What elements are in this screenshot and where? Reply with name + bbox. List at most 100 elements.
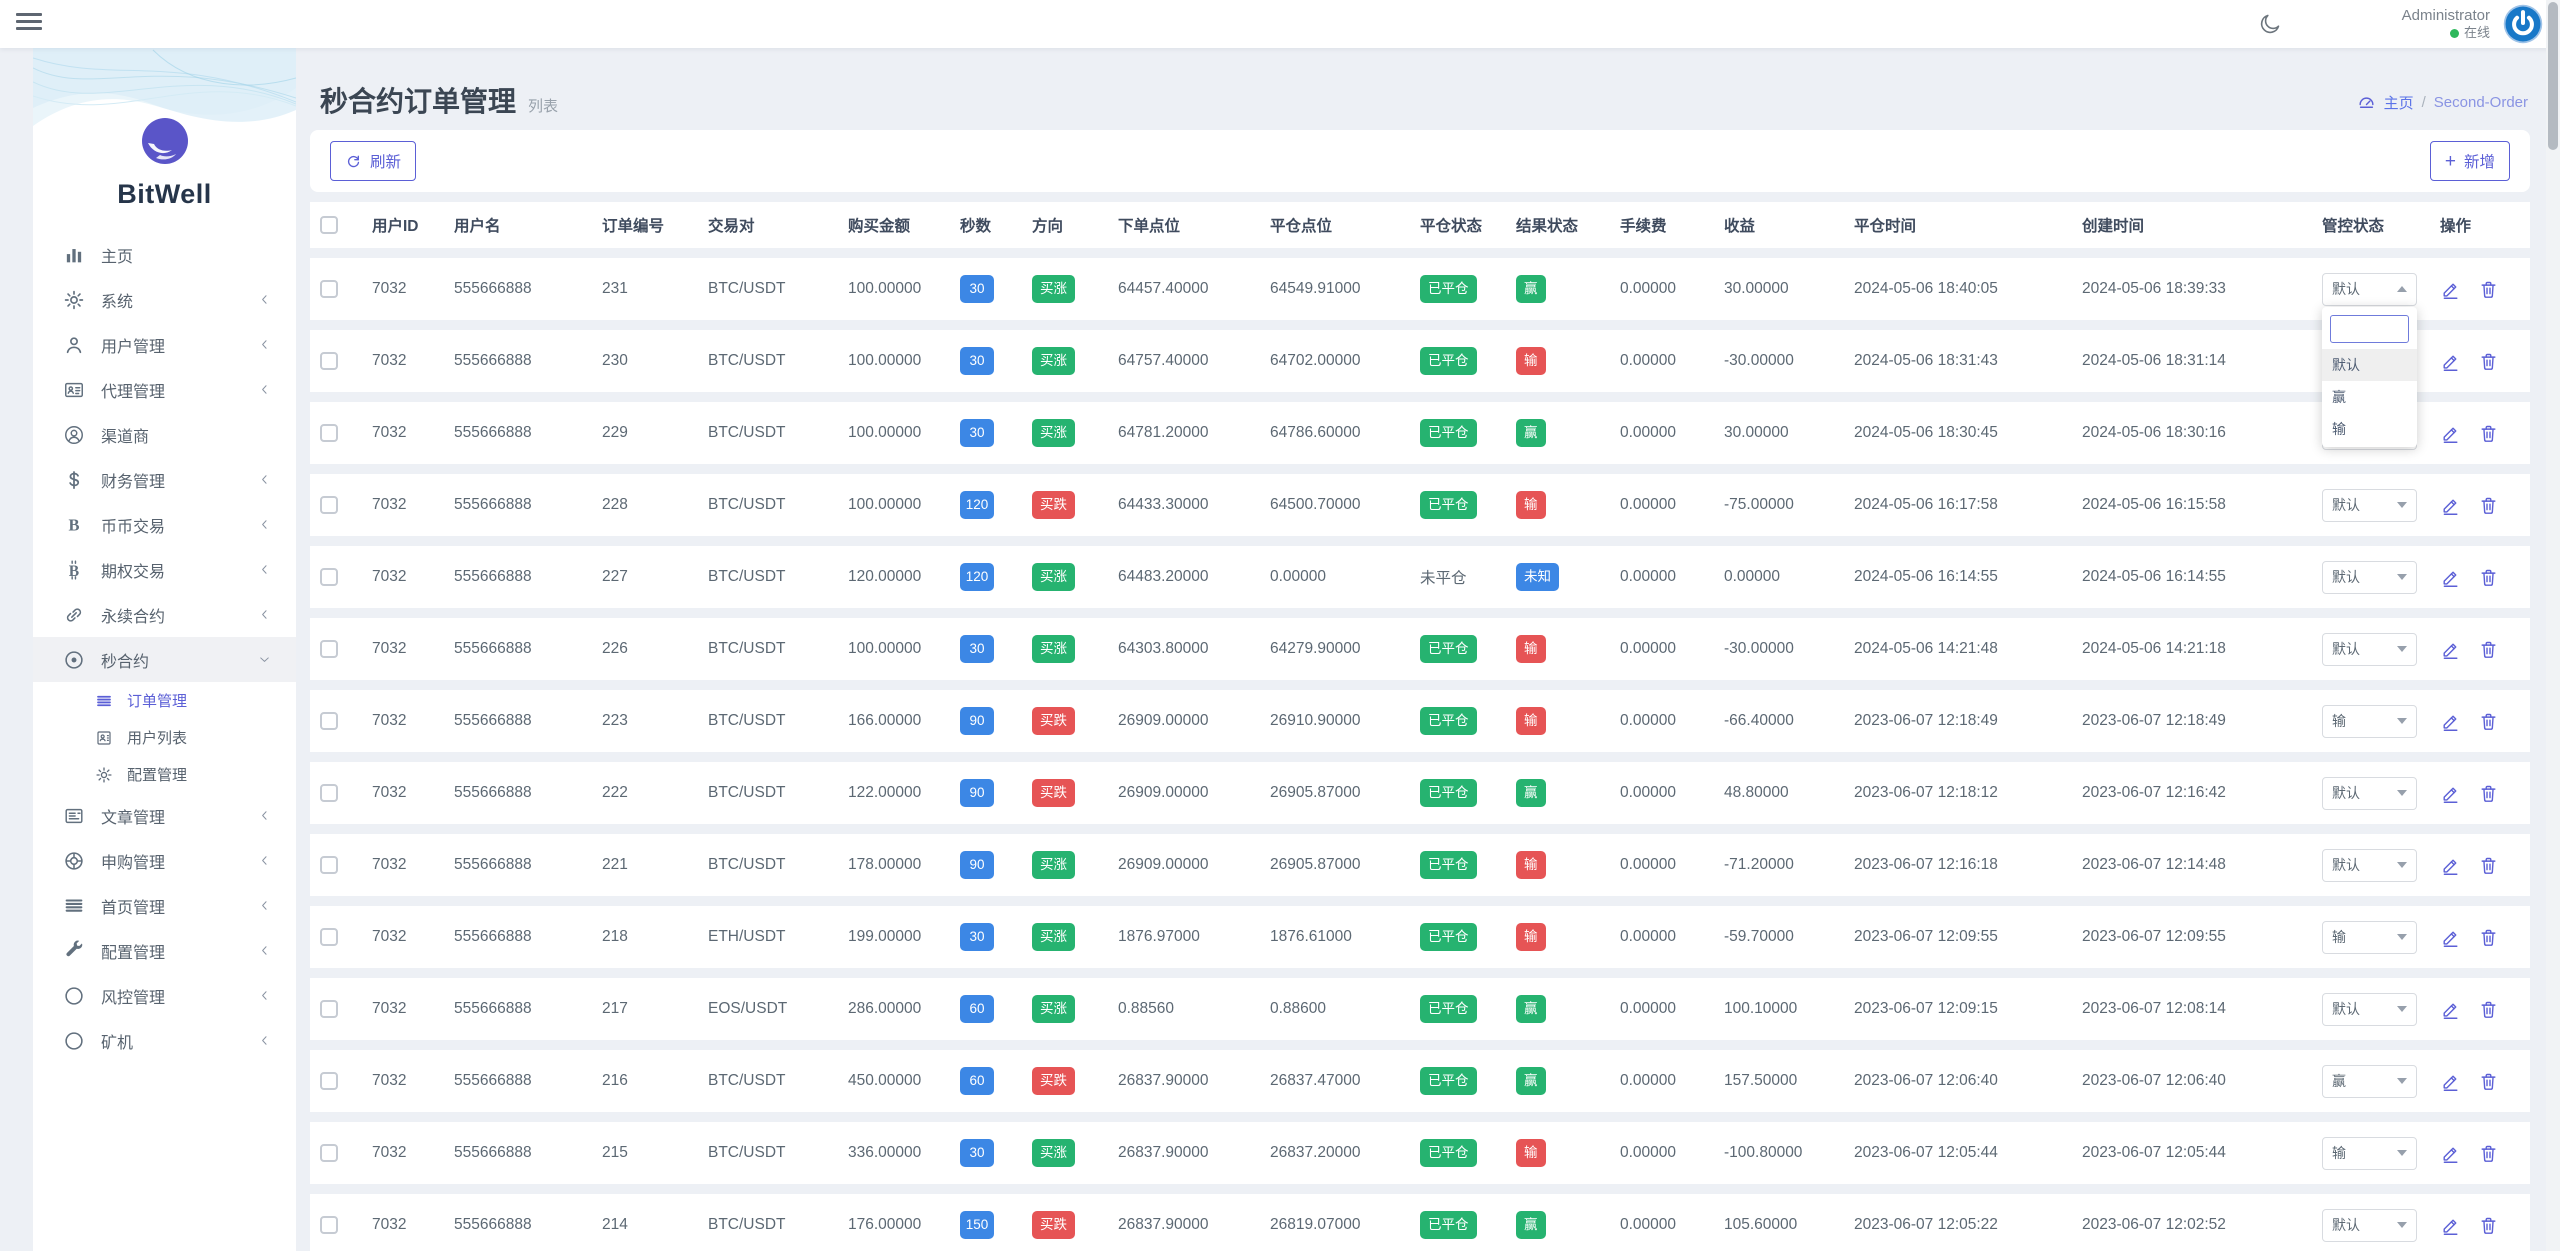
- sidebar-subitem-用户列表[interactable]: 用户列表: [33, 719, 296, 756]
- avatar[interactable]: [2502, 3, 2544, 45]
- menu-icon[interactable]: [16, 13, 42, 35]
- status-badge: 买涨: [1032, 275, 1075, 303]
- delete-icon[interactable]: [2478, 999, 2499, 1020]
- moon-icon[interactable]: [2258, 12, 2282, 36]
- sidebar-item-系统[interactable]: 系统: [33, 277, 296, 322]
- sidebar-item-文章管理[interactable]: 文章管理: [33, 793, 296, 838]
- breadcrumb-home-link[interactable]: 主页: [2384, 92, 2414, 113]
- row-checkbox[interactable]: [320, 712, 338, 730]
- edit-icon[interactable]: [2440, 495, 2461, 516]
- sidebar-subitem-订单管理[interactable]: 订单管理: [33, 682, 296, 719]
- edit-icon[interactable]: [2440, 1143, 2461, 1164]
- delete-icon[interactable]: [2478, 567, 2499, 588]
- cell-close-time: 2024-05-06 18:31:43: [1844, 330, 2072, 392]
- status-badge: 已平仓: [1420, 491, 1477, 519]
- delete-icon[interactable]: [2478, 711, 2499, 732]
- row-checkbox[interactable]: [320, 1216, 338, 1234]
- sidebar-item-配置管理[interactable]: 配置管理: [33, 928, 296, 973]
- cell-user-id: 7032: [362, 474, 444, 536]
- sidebar-item-代理管理[interactable]: 代理管理: [33, 367, 296, 412]
- control-status-select[interactable]: 输: [2322, 705, 2417, 738]
- sidebar-subitem-配置管理[interactable]: 配置管理: [33, 756, 296, 793]
- control-status-select[interactable]: 默认: [2322, 633, 2417, 666]
- sidebar-item-主页[interactable]: 主页: [33, 232, 296, 277]
- status-badge: 买涨: [1032, 563, 1075, 591]
- sidebar-item-币币交易[interactable]: B 币币交易: [33, 502, 296, 547]
- control-status-select[interactable]: 默认: [2322, 1209, 2417, 1242]
- row-checkbox[interactable]: [320, 784, 338, 802]
- cell-profit: 48.80000: [1714, 762, 1844, 824]
- row-checkbox[interactable]: [320, 1144, 338, 1162]
- delete-icon[interactable]: [2478, 1071, 2499, 1092]
- delete-icon[interactable]: [2478, 423, 2499, 444]
- sidebar-item-财务管理[interactable]: 财务管理: [33, 457, 296, 502]
- delete-icon[interactable]: [2478, 279, 2499, 300]
- delete-icon[interactable]: [2478, 495, 2499, 516]
- delete-icon[interactable]: [2478, 1143, 2499, 1164]
- control-status-select[interactable]: 默认: [2322, 561, 2417, 594]
- edit-icon[interactable]: [2440, 351, 2461, 372]
- edit-icon[interactable]: [2440, 855, 2461, 876]
- column-header: 平仓点位: [1260, 202, 1410, 248]
- row-checkbox[interactable]: [320, 856, 338, 874]
- cell-create-time: 2024-05-06 16:14:55: [2072, 546, 2312, 608]
- row-checkbox[interactable]: [320, 568, 338, 586]
- sidebar-item-申购管理[interactable]: 申购管理: [33, 838, 296, 883]
- control-status-select[interactable]: 默认: [2322, 489, 2417, 522]
- control-status-select[interactable]: 默认: [2322, 993, 2417, 1026]
- sidebar-item-风控管理[interactable]: 风控管理: [33, 973, 296, 1018]
- control-status-select[interactable]: 赢: [2322, 1065, 2417, 1098]
- row-checkbox[interactable]: [320, 496, 338, 514]
- row-checkbox[interactable]: [320, 928, 338, 946]
- delete-icon[interactable]: [2478, 351, 2499, 372]
- status-badge: 30: [960, 275, 994, 303]
- select-all-checkbox[interactable]: [320, 216, 338, 234]
- sidebar-item-秒合约[interactable]: 秒合约: [33, 637, 296, 682]
- control-status-select[interactable]: 输: [2322, 921, 2417, 954]
- cell-profit: 105.60000: [1714, 1194, 1844, 1251]
- edit-icon[interactable]: [2440, 1215, 2461, 1236]
- row-checkbox[interactable]: [320, 280, 338, 298]
- control-status-select[interactable]: 输: [2322, 1137, 2417, 1170]
- dropdown-search-input[interactable]: [2330, 315, 2409, 343]
- caret-up-icon: [2397, 286, 2407, 292]
- edit-icon[interactable]: [2440, 279, 2461, 300]
- edit-icon[interactable]: [2440, 1071, 2461, 1092]
- edit-icon[interactable]: [2440, 639, 2461, 660]
- sidebar-item-永续合约[interactable]: 永续合约: [33, 592, 296, 637]
- sidebar-item-期权交易[interactable]: B 期权交易: [33, 547, 296, 592]
- delete-icon[interactable]: [2478, 927, 2499, 948]
- sidebar-item-首页管理[interactable]: 首页管理: [33, 883, 296, 928]
- delete-icon[interactable]: [2478, 1215, 2499, 1236]
- cell-create-time: 2023-06-07 12:09:55: [2072, 906, 2312, 968]
- row-checkbox[interactable]: [320, 1000, 338, 1018]
- edit-icon[interactable]: [2440, 999, 2461, 1020]
- row-checkbox[interactable]: [320, 640, 338, 658]
- delete-icon[interactable]: [2478, 783, 2499, 804]
- dropdown-option-赢[interactable]: 赢: [2322, 381, 2417, 413]
- control-status-select[interactable]: 默认: [2322, 273, 2417, 306]
- control-dropdown-panel: 默认赢输: [2322, 307, 2417, 447]
- sidebar-item-用户管理[interactable]: 用户管理: [33, 322, 296, 367]
- edit-icon[interactable]: [2440, 711, 2461, 732]
- refresh-button[interactable]: 刷新: [330, 141, 416, 181]
- row-checkbox[interactable]: [320, 352, 338, 370]
- row-checkbox[interactable]: [320, 424, 338, 442]
- status-badge: 买涨: [1032, 347, 1075, 375]
- edit-icon[interactable]: [2440, 567, 2461, 588]
- scrollbar-thumb[interactable]: [2548, 2, 2558, 150]
- cell-username: 555666888: [444, 402, 592, 464]
- dropdown-option-默认[interactable]: 默认: [2322, 349, 2417, 381]
- delete-icon[interactable]: [2478, 855, 2499, 876]
- sidebar-item-渠道商[interactable]: 渠道商: [33, 412, 296, 457]
- dropdown-option-输[interactable]: 输: [2322, 413, 2417, 445]
- edit-icon[interactable]: [2440, 783, 2461, 804]
- row-checkbox[interactable]: [320, 1072, 338, 1090]
- add-button[interactable]: + 新增: [2430, 141, 2510, 181]
- control-status-select[interactable]: 默认: [2322, 777, 2417, 810]
- edit-icon[interactable]: [2440, 927, 2461, 948]
- edit-icon[interactable]: [2440, 423, 2461, 444]
- delete-icon[interactable]: [2478, 639, 2499, 660]
- control-status-select[interactable]: 默认: [2322, 849, 2417, 882]
- sidebar-item-矿机[interactable]: 矿机: [33, 1018, 296, 1063]
